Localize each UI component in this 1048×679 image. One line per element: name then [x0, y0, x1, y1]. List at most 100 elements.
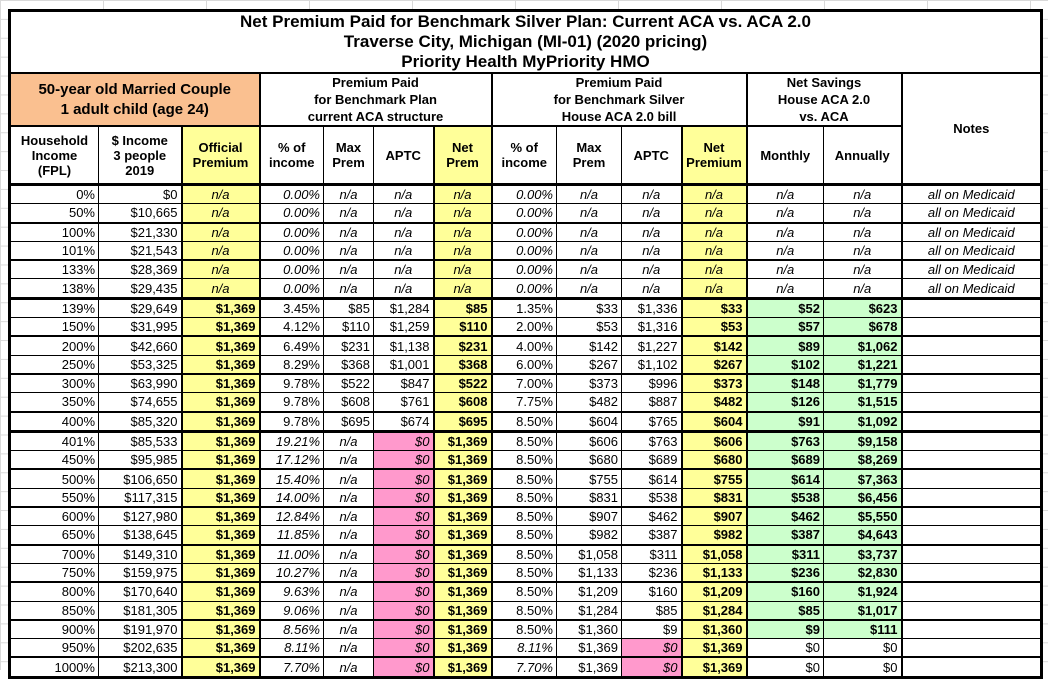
cell: $538	[621, 487, 682, 509]
cell: $0	[373, 638, 434, 659]
col-header-household-income-fpl: Household Income (FPL)	[9, 125, 99, 186]
cell: $236	[621, 562, 682, 584]
cell: $267	[680, 354, 747, 375]
cell: $0	[621, 638, 682, 659]
cell: n/a	[556, 183, 622, 205]
cell: n/a	[745, 203, 824, 224]
col-header-official-premium: Official Premium	[180, 125, 260, 186]
col-header-aptc-aca2: APTC	[621, 125, 682, 186]
cell: $1,369	[180, 411, 260, 433]
table-row: 950% $202,635 $1,369 8.11% n/a $0 $1,369 8.11% $…	[9, 638, 1042, 659]
cell: 8.11%	[490, 638, 557, 659]
cell: $0	[745, 656, 824, 678]
cell: 4.00%	[490, 335, 557, 356]
cell: 900%	[9, 619, 99, 640]
cell: n/a	[680, 240, 747, 262]
cell: $1,209	[680, 581, 747, 602]
cell: $21,330	[98, 222, 182, 242]
table-row: 700% $149,310 $1,369 11.00% n/a $0 $1,369 8.50%…	[9, 544, 1042, 564]
cell: n/a	[323, 240, 374, 262]
cell: $1,336	[621, 297, 682, 319]
cell: 550%	[9, 487, 99, 509]
cell: $127,980	[98, 506, 182, 527]
table-row: 300% $63,990 $1,369 9.78% $522 $847 $522 7.00% $…	[9, 373, 1042, 394]
cell: $160	[621, 581, 682, 602]
cell: $680	[680, 450, 747, 471]
cell: 0.00%	[258, 240, 324, 262]
cell	[900, 430, 1042, 452]
cell: 6.49%	[258, 335, 324, 356]
cell: n/a	[745, 183, 824, 205]
cell: $52	[745, 297, 824, 319]
table-row: 450% $95,985 $1,369 17.12% n/a $0 $1,369 8.50% $…	[9, 450, 1042, 471]
cell: $373	[556, 373, 622, 394]
cell: $42,660	[98, 335, 182, 356]
group-header-current-aca: Premium Paid for Benchmark Plan current …	[258, 72, 492, 127]
cell: $1,369	[432, 544, 492, 564]
cell: n/a	[556, 240, 622, 262]
cell: 450%	[9, 450, 99, 471]
cell: 750%	[9, 562, 99, 584]
cell: $604	[680, 411, 747, 433]
cell: n/a	[323, 600, 374, 621]
cell: n/a	[323, 450, 374, 471]
cell: 700%	[9, 544, 99, 564]
cell: $678	[823, 317, 902, 338]
cell: 401%	[9, 430, 99, 452]
cell: 8.11%	[258, 638, 324, 659]
cell: $1,369	[180, 506, 260, 527]
cell: $1,369	[556, 656, 622, 678]
cell: 0.00%	[258, 183, 324, 205]
cell: 950%	[9, 638, 99, 659]
cell: n/a	[823, 222, 902, 242]
cell: $1,924	[823, 581, 902, 602]
cell: $1,369	[180, 468, 260, 489]
cell: $57	[745, 317, 824, 338]
col-header-max-prem-aca: Max Prem	[323, 125, 374, 186]
cell: $231	[323, 335, 374, 356]
cell: $689	[621, 450, 682, 471]
cell: $1,102	[621, 354, 682, 375]
cell: n/a	[432, 259, 492, 280]
cell: 9.63%	[258, 581, 324, 602]
cell: n/a	[621, 203, 682, 224]
cell: $236	[745, 562, 824, 584]
cell: $170,640	[98, 581, 182, 602]
cell: n/a	[323, 506, 374, 527]
cell: n/a	[556, 259, 622, 280]
col-header-max-prem-aca2: Max Prem	[556, 125, 622, 186]
cell: 500%	[9, 468, 99, 489]
cell: $614	[745, 468, 824, 489]
cell: 0.00%	[490, 222, 557, 242]
cell: 0.00%	[490, 203, 557, 224]
cell: $1,369	[432, 506, 492, 527]
cell: $85,320	[98, 411, 182, 433]
cell: 10.27%	[258, 562, 324, 584]
cell: $0	[373, 619, 434, 640]
cell: n/a	[745, 259, 824, 280]
cell: n/a	[823, 259, 902, 280]
cell: $368	[323, 354, 374, 375]
cell: $831	[556, 487, 622, 509]
cell: $0	[373, 600, 434, 621]
cell: $126	[745, 392, 824, 413]
cell: $5,550	[823, 506, 902, 527]
cell: $680	[556, 450, 622, 471]
cell: n/a	[323, 222, 374, 242]
cell: 0.00%	[258, 259, 324, 280]
cell: $1,369	[432, 450, 492, 471]
cell: $462	[745, 506, 824, 527]
cell: $74,655	[98, 392, 182, 413]
table-row: 100% $21,330 n/a 0.00% n/a n/a n/a 0.00% n/a n/a n…	[9, 222, 1042, 242]
cell: n/a	[323, 619, 374, 640]
cell: $1,058	[680, 544, 747, 564]
cell: $604	[556, 411, 622, 433]
cell: 2.00%	[490, 317, 557, 338]
cell: 7.75%	[490, 392, 557, 413]
cell: $623	[823, 297, 902, 319]
cell: $1,209	[556, 581, 622, 602]
cell: $1,369	[180, 544, 260, 564]
cell: $387	[621, 525, 682, 546]
cell: $1,779	[823, 373, 902, 394]
